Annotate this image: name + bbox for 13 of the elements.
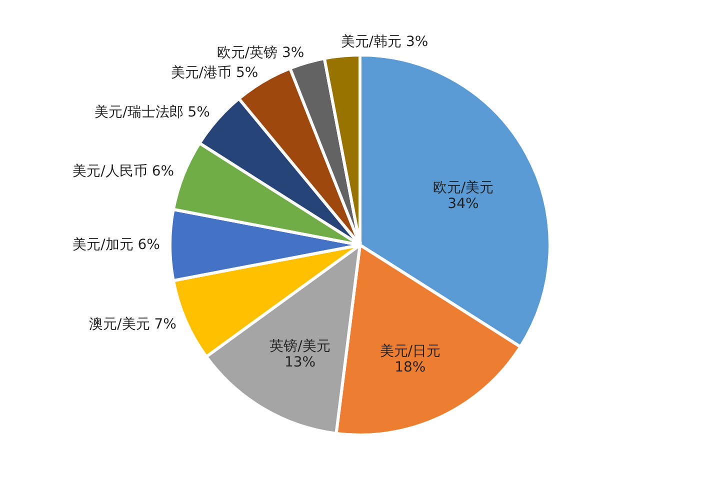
slice-label: 美元/日元 bbox=[380, 344, 441, 360]
data-label: 18% bbox=[394, 360, 426, 376]
slice-label: 欧元/英镑 3% bbox=[216, 44, 304, 61]
slice-label: 美元/人民币 6% bbox=[72, 163, 174, 180]
slice-label: 美元/港币 5% bbox=[170, 64, 258, 81]
slice-label: 英镑/美元 bbox=[270, 338, 330, 354]
slice-label: 美元/韩元 3% bbox=[340, 34, 428, 50]
data-label: 13% bbox=[284, 354, 316, 370]
slice-label: 美元/加元 6% bbox=[72, 237, 160, 253]
slice-label: 澳元/美元 7% bbox=[89, 316, 176, 332]
slice-label: 欧元/美元 bbox=[432, 180, 494, 196]
data-label: 34% bbox=[448, 196, 479, 212]
slice-label: 美元/瑞士法郎 5% bbox=[94, 104, 210, 121]
